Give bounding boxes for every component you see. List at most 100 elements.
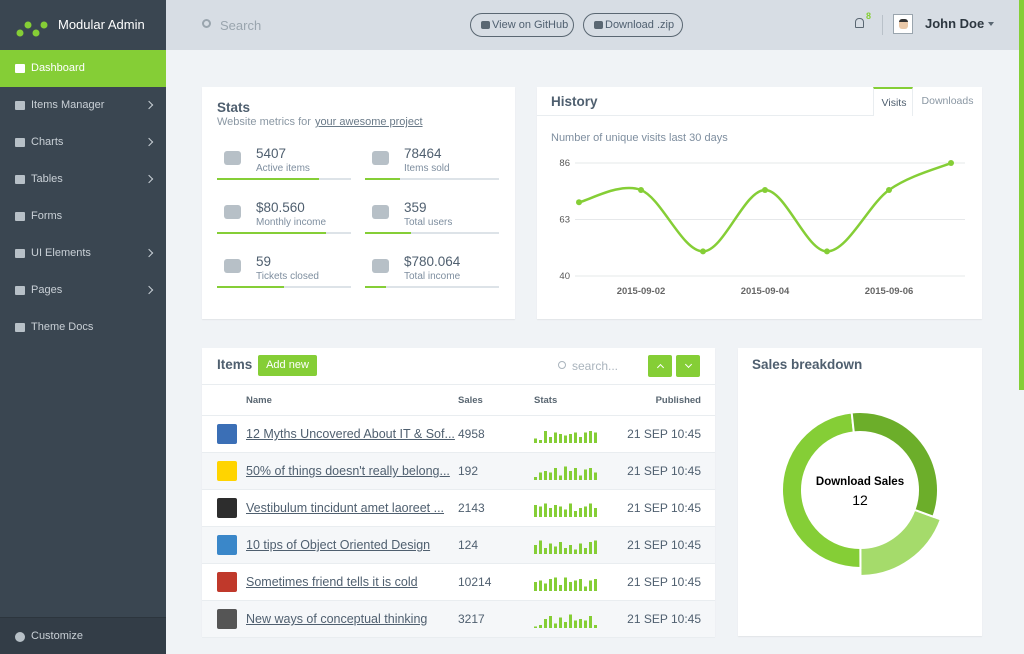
row-bg bbox=[202, 416, 715, 453]
item-link[interactable]: 50% of things doesn't really belong... bbox=[246, 464, 450, 478]
header-button[interactable]: Download .zip bbox=[583, 13, 683, 37]
menu-item[interactable]: Items Manager bbox=[0, 87, 166, 124]
stat-icon bbox=[372, 259, 389, 273]
item-link[interactable]: 10 tips of Object Oriented Design bbox=[246, 538, 431, 552]
user-name[interactable]: John Doe bbox=[925, 16, 985, 31]
search-input[interactable]: Search bbox=[220, 18, 262, 33]
chart-subtitle: Number of unique visits last 30 days bbox=[551, 132, 728, 144]
item-sales: 2143 bbox=[458, 501, 485, 515]
stat-icon bbox=[224, 205, 241, 219]
items-card: Items Add new search... Name Sales Stats Publi… bbox=[202, 348, 715, 638]
menu-icon bbox=[15, 64, 25, 73]
stat-value: $780.064 bbox=[404, 254, 461, 269]
search-icon bbox=[202, 19, 211, 28]
add-button-label: Add new bbox=[266, 359, 309, 371]
tab[interactable]: Downloads bbox=[913, 87, 982, 116]
caret bbox=[988, 22, 994, 26]
button-icon bbox=[481, 21, 490, 29]
item-sales: 124 bbox=[458, 538, 479, 552]
search-icon bbox=[558, 361, 566, 369]
progress-bar bbox=[217, 178, 319, 180]
stat-value: 5407 bbox=[256, 146, 287, 161]
menu-item[interactable]: Forms bbox=[0, 198, 166, 235]
subtitle-text: Website metrics for bbox=[217, 116, 311, 128]
chevron bbox=[144, 174, 154, 184]
divider bbox=[882, 15, 883, 35]
sort-button[interactable] bbox=[676, 355, 700, 377]
item-link[interactable]: 12 Myths Uncovered About IT & Sof... bbox=[246, 427, 455, 441]
tab-label: Downloads bbox=[921, 95, 974, 107]
item-thumbnail bbox=[217, 424, 237, 444]
menu-item[interactable]: Charts bbox=[0, 124, 166, 161]
column-header: Sales bbox=[458, 395, 483, 406]
stat-label: Active items bbox=[256, 163, 310, 174]
progress-track bbox=[365, 232, 499, 234]
menu-label: Items Manager bbox=[31, 99, 105, 111]
sidebar: Modular Admin Dashboard Items Manager Chart… bbox=[0, 0, 166, 654]
menu-label: Theme Docs bbox=[31, 321, 94, 333]
progress-track bbox=[217, 178, 351, 180]
column-header: Stats bbox=[534, 395, 558, 406]
menu-label: Charts bbox=[31, 136, 64, 148]
progress-track bbox=[365, 286, 499, 288]
progress-track bbox=[365, 178, 499, 180]
menu-icon bbox=[15, 175, 25, 184]
row-bg bbox=[202, 564, 715, 601]
table-border bbox=[202, 384, 715, 385]
menu-label: Pages bbox=[31, 284, 63, 296]
header: Search View on GitHub Download .zip 8 John D… bbox=[166, 0, 1024, 50]
stat-label: Total income bbox=[404, 271, 461, 282]
item-sales: 192 bbox=[458, 464, 479, 478]
row-bg bbox=[202, 601, 715, 638]
stat-icon bbox=[224, 151, 241, 165]
items-search[interactable]: search... bbox=[572, 359, 619, 373]
card-title: History bbox=[551, 94, 598, 109]
chevron bbox=[684, 360, 693, 369]
menu-item[interactable]: Tables bbox=[0, 161, 166, 198]
item-link[interactable]: Sometimes friend tells it is cold bbox=[246, 575, 418, 589]
item-published: 21 SEP 10:45 bbox=[627, 427, 701, 441]
header-button[interactable]: View on GitHub bbox=[470, 13, 574, 37]
stat-label: Tickets closed bbox=[256, 271, 319, 282]
history-card: History Visits Downloads Number of unique v… bbox=[537, 87, 982, 319]
item-sales: 10214 bbox=[458, 575, 492, 589]
menu-item[interactable]: Dashboard bbox=[0, 50, 166, 87]
item-published: 21 SEP 10:45 bbox=[627, 612, 701, 626]
menu-label: Tables bbox=[31, 173, 63, 185]
button-icon bbox=[594, 21, 603, 29]
item-link[interactable]: Vestibulum tincidunt amet laoreet ... bbox=[246, 501, 445, 515]
menu-item[interactable]: Pages bbox=[0, 272, 166, 309]
card-title: Sales breakdown bbox=[752, 357, 863, 372]
menu-icon bbox=[15, 212, 25, 221]
item-thumbnail bbox=[217, 461, 237, 481]
sales-card: Sales breakdown bbox=[738, 348, 982, 636]
subtitle-link[interactable]: your awesome project bbox=[314, 116, 423, 128]
bell-icon[interactable] bbox=[855, 18, 864, 28]
add-button[interactable]: Add new bbox=[258, 355, 317, 376]
column-header: Name bbox=[246, 395, 272, 406]
tab[interactable]: Visits bbox=[873, 87, 913, 116]
button-label: View on GitHub bbox=[492, 19, 569, 31]
card-title: Stats bbox=[217, 100, 251, 115]
item-sales: 4958 bbox=[458, 427, 485, 441]
menu-item[interactable]: Theme Docs bbox=[0, 309, 166, 346]
stat-value: 359 bbox=[404, 200, 427, 215]
footer-label: Customize bbox=[31, 630, 83, 642]
sidebar-footer[interactable]: Customize bbox=[0, 617, 166, 654]
menu-item[interactable]: UI Elements bbox=[0, 235, 166, 272]
avatar[interactable] bbox=[893, 14, 913, 34]
card-title: Items bbox=[217, 357, 253, 372]
item-link[interactable]: New ways of conceptual thinking bbox=[246, 612, 428, 626]
row-bg bbox=[202, 527, 715, 564]
item-published: 21 SEP 10:45 bbox=[627, 464, 701, 478]
gear-icon bbox=[15, 632, 25, 642]
item-sales: 3217 bbox=[458, 612, 485, 626]
progress-bar bbox=[217, 232, 326, 234]
brand: Modular Admin bbox=[58, 17, 145, 32]
item-thumbnail bbox=[217, 572, 237, 592]
sort-button[interactable] bbox=[648, 355, 672, 377]
chevron bbox=[144, 100, 154, 110]
item-published: 21 SEP 10:45 bbox=[627, 501, 701, 515]
item-published: 21 SEP 10:45 bbox=[627, 575, 701, 589]
